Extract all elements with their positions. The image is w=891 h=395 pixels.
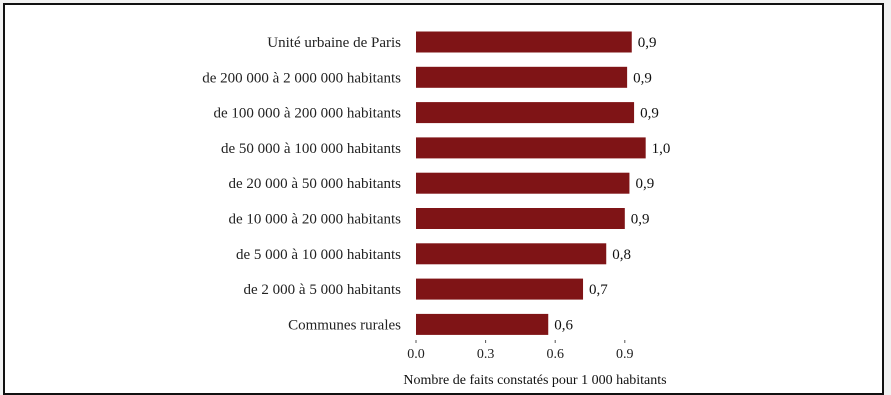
category-label: Communes rurales xyxy=(288,317,401,333)
x-tick-label: 0.6 xyxy=(546,347,564,362)
category-label: de 5 000 à 10 000 habitants xyxy=(236,247,401,263)
category-label: de 200 000 à 2 000 000 habitants xyxy=(202,70,401,86)
value-labels-group: 0,9 0,9 0,9 1,0 0,9 0,9 0,8 0,7 0,6 xyxy=(554,35,670,333)
value-label: 0,9 xyxy=(633,70,652,86)
bar xyxy=(416,278,584,300)
x-tick-label: 0.9 xyxy=(616,347,634,362)
bar xyxy=(416,208,625,229)
x-tick-label: 0.0 xyxy=(407,347,425,362)
value-label: 1,0 xyxy=(652,141,671,157)
category-labels-group: Unité urbaine de Paris de 200 000 à 2 000… xyxy=(202,35,401,333)
x-axis-title: Nombre de faits constatés pour 1 000 hab… xyxy=(403,373,666,388)
value-label: 0,9 xyxy=(640,106,659,122)
x-tick-label: 0.3 xyxy=(477,347,495,362)
bar xyxy=(416,137,646,159)
bars-group xyxy=(416,31,646,335)
bar xyxy=(416,172,630,194)
x-ticks-group: 0.0 0.3 0.6 0.9 xyxy=(407,340,634,362)
category-label: de 10 000 à 20 000 habitants xyxy=(229,212,402,228)
bar xyxy=(416,243,607,265)
value-label: 0,6 xyxy=(554,317,573,333)
bar xyxy=(416,102,635,124)
category-label: de 100 000 à 200 000 habitants xyxy=(214,106,402,122)
category-label: de 2 000 à 5 000 habitants xyxy=(244,282,402,298)
bar xyxy=(416,66,628,88)
bar xyxy=(416,31,632,53)
value-label: 0,8 xyxy=(612,247,631,263)
value-label: 0,9 xyxy=(635,176,654,192)
value-label: 0,7 xyxy=(589,282,608,298)
value-label: 0,9 xyxy=(638,35,657,51)
bar xyxy=(416,313,549,335)
value-label: 0,9 xyxy=(631,212,650,228)
category-label: Unité urbaine de Paris xyxy=(267,35,401,51)
category-label: de 50 000 à 100 000 habitants xyxy=(221,141,401,157)
category-label: de 20 000 à 50 000 habitants xyxy=(229,176,402,192)
